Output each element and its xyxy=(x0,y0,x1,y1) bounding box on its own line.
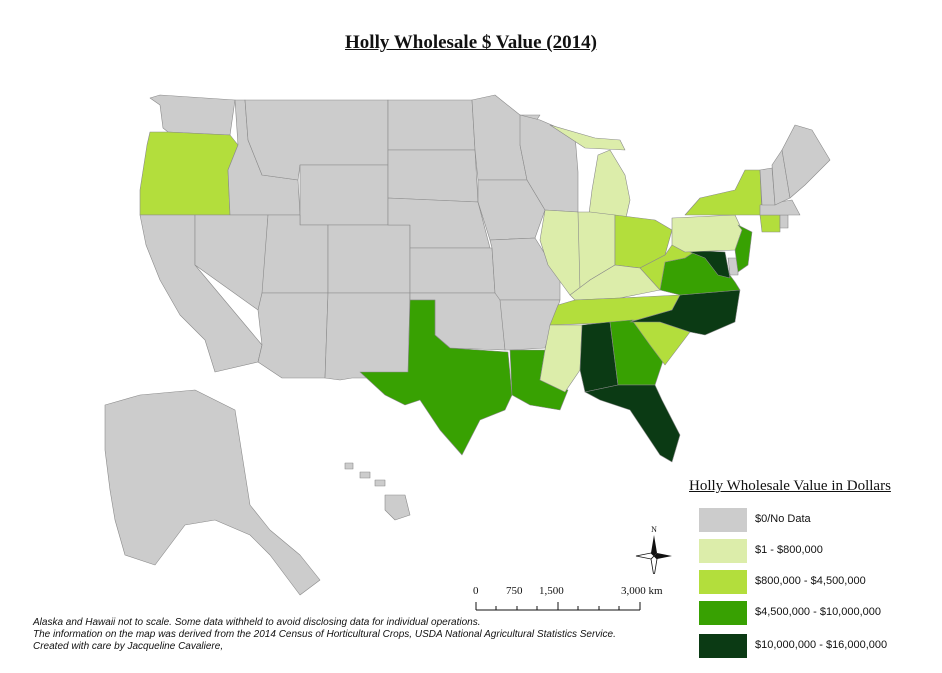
state-delaware xyxy=(727,257,739,276)
state-new-mexico xyxy=(324,292,411,381)
state-pennsylvania xyxy=(671,214,743,253)
note-line: Alaska and Hawaii not to scale. Some dat… xyxy=(33,617,481,628)
state-rhode-island xyxy=(779,214,789,229)
state-alaska xyxy=(104,389,321,596)
scale-label-0: 0 xyxy=(473,585,479,597)
state-kansas xyxy=(409,247,496,294)
legend-label: $4,500,000 - $10,000,000 xyxy=(755,606,882,618)
map-notes: Alaska and Hawaii not to scale. Some dat… xyxy=(33,617,616,653)
state-wyoming xyxy=(299,164,389,226)
scale-bar-ticks xyxy=(475,602,641,611)
legend-label: $800,000 - $4,500,000 xyxy=(755,575,866,587)
legend-swatch xyxy=(699,539,747,563)
legend-label: $0/No Data xyxy=(755,513,811,525)
state-connecticut xyxy=(759,214,781,233)
legend-swatch xyxy=(699,634,747,658)
legend-swatch xyxy=(699,601,747,625)
state-north-carolina xyxy=(629,289,741,336)
north-arrow: N xyxy=(633,524,675,579)
map-title: Holly Wholesale $ Value (2014) xyxy=(345,32,597,53)
state-maryland xyxy=(684,249,731,279)
state-colorado xyxy=(327,224,411,294)
scale-label-3000: 3,000 km xyxy=(621,585,663,597)
state-hawaii xyxy=(344,462,411,521)
legend-label: $10,000,000 - $16,000,000 xyxy=(755,639,888,651)
state-oregon xyxy=(139,131,239,216)
state-michigan xyxy=(549,124,631,223)
note-line: Created with care by Jacqueline Cavalier… xyxy=(33,641,224,652)
north-label: N xyxy=(651,525,657,534)
state-maine xyxy=(781,124,831,199)
legend-swatch xyxy=(699,570,747,594)
scale-bar: 0 750 1,500 3,000 km xyxy=(470,585,680,615)
state-georgia xyxy=(609,319,666,386)
legend-swatch xyxy=(699,508,747,532)
state-north-dakota xyxy=(387,99,476,151)
note-line: The information on the map was derived f… xyxy=(33,629,616,640)
state-texas xyxy=(359,299,513,456)
scale-label-1500: 1,500 xyxy=(539,585,564,597)
legend-label: $1 - $800,000 xyxy=(755,544,823,556)
state-south-dakota xyxy=(387,149,479,203)
state-utah xyxy=(261,214,329,294)
legend-title: Holly Wholesale Value in Dollars xyxy=(689,478,891,494)
compass-rose-icon: N xyxy=(635,525,672,578)
state-new-jersey xyxy=(734,224,753,273)
state-arkansas xyxy=(499,299,561,351)
scale-label-750: 750 xyxy=(506,585,523,597)
state-florida xyxy=(584,384,681,463)
state-washington xyxy=(149,94,236,136)
state-new-york xyxy=(684,169,763,216)
state-arizona xyxy=(257,292,329,379)
